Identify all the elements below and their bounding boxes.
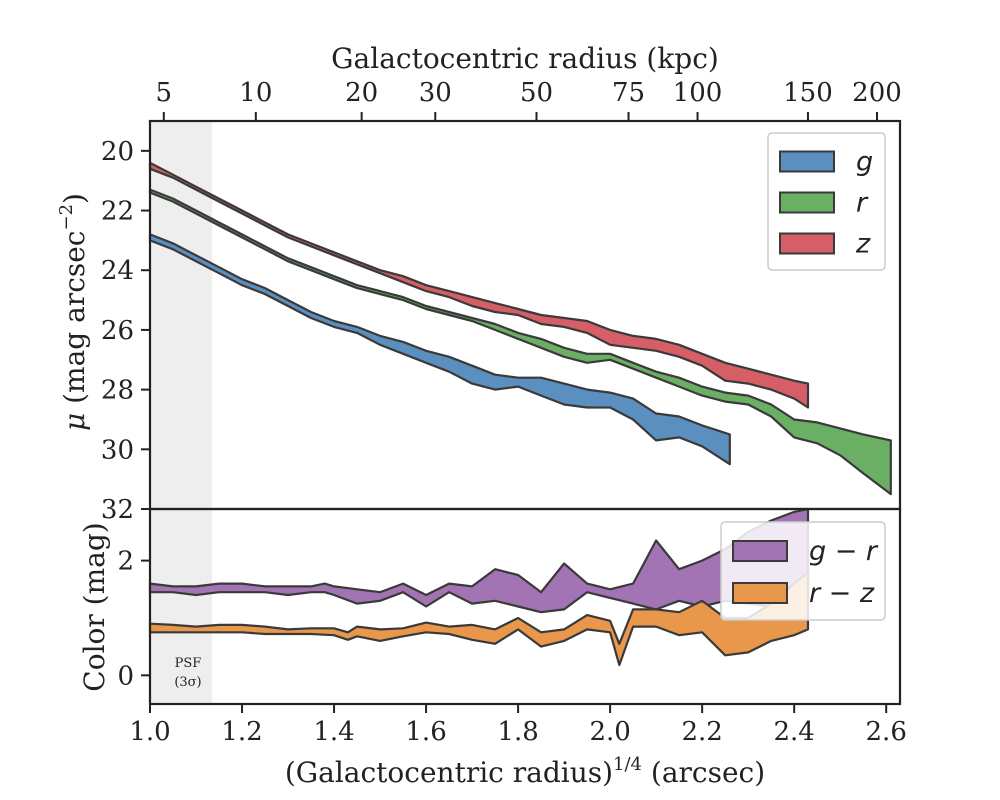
- top-x-tick-label: 50: [520, 78, 553, 108]
- bottom-x-tick-label: 1.6: [405, 717, 446, 747]
- top-axis-title: Galactocentric radius (kpc): [331, 42, 719, 75]
- psf-shade-top: [150, 121, 213, 509]
- band-z: [148, 161, 810, 409]
- bottom-x-tick-label: 1.4: [313, 717, 354, 747]
- psf-shade-bottom: [150, 509, 213, 704]
- legend-label-g: g: [856, 147, 873, 178]
- bottom-x-tick-label: 2.4: [773, 717, 814, 747]
- panel-frames: [148, 119, 902, 706]
- top-y-tick-label: 24: [101, 256, 134, 286]
- top-y-tick-label: 20: [101, 137, 134, 167]
- bottom-y-tick-label: 0: [117, 661, 134, 691]
- top-legend: grz: [767, 132, 886, 271]
- top-y-tick-label: 32: [101, 495, 134, 525]
- top-x-tick-label: 150: [783, 78, 833, 108]
- bottom-axis-title: (Galactocentric radius)1/4 (arcsec): [285, 754, 765, 789]
- top-panel-series: [148, 161, 892, 496]
- legend-swatch: [779, 191, 835, 214]
- legend-swatch: [732, 582, 788, 604]
- legend-label-r-minus-z: r − z: [809, 578, 875, 609]
- top-y-axis-title: μ (mag arcsec−2): [56, 193, 91, 431]
- legend-swatch: [779, 232, 835, 255]
- bottom-x-tick-label: 2.2: [681, 717, 722, 747]
- psf-sigma-label: (3σ): [174, 675, 201, 690]
- bottom-x-tick-label: 1.8: [497, 717, 538, 747]
- top-x-tick-label: 75: [612, 78, 645, 108]
- top-y-tick-label: 26: [101, 316, 134, 346]
- bottom-y-tick-label: 2: [117, 547, 134, 577]
- top-psf-region: [150, 121, 213, 509]
- legend-label-g-minus-r: g − r: [809, 536, 879, 567]
- bottom-legend: g − r r − z: [720, 521, 886, 621]
- bottom-y-axis-title: Color (mag): [78, 522, 111, 691]
- top-y-tick-label: 28: [101, 376, 134, 406]
- top-y-tick-label: 22: [101, 197, 134, 227]
- legend-label-r: r: [856, 188, 869, 219]
- band-g-minus-r: [148, 507, 810, 614]
- top-x-tick-label: 200: [852, 78, 902, 108]
- band-g: [148, 233, 731, 466]
- top-x-tick-label: 20: [345, 78, 378, 108]
- bottom-x-tick-label: 1.0: [129, 717, 170, 747]
- bottom-x-tick-label: 2.6: [866, 717, 907, 747]
- psf-label: PSF: [175, 656, 202, 671]
- legend-label-z: z: [855, 229, 871, 260]
- top-x-tick-label: 30: [419, 78, 452, 108]
- band-r: [148, 188, 892, 496]
- top-x-tick-label: 5: [156, 78, 173, 108]
- bottom-panel-frame: [148, 507, 902, 706]
- axis-ticks: 20 22 24 26 28 30 32 5 10 20 30 50 75 100 150 200 0 2 1.0 1…: [101, 78, 907, 747]
- bottom-x-tick-label: 1.2: [221, 717, 262, 747]
- legend-swatch: [732, 540, 788, 562]
- bottom-panel-series: [148, 507, 810, 667]
- top-y-tick-label: 30: [101, 435, 134, 465]
- legend-swatch: [779, 150, 835, 173]
- bottom-psf-region: [150, 509, 213, 704]
- top-x-tick-label: 10: [239, 78, 272, 108]
- bottom-x-tick-label: 2.0: [589, 717, 630, 747]
- top-x-tick-label: 100: [673, 78, 723, 108]
